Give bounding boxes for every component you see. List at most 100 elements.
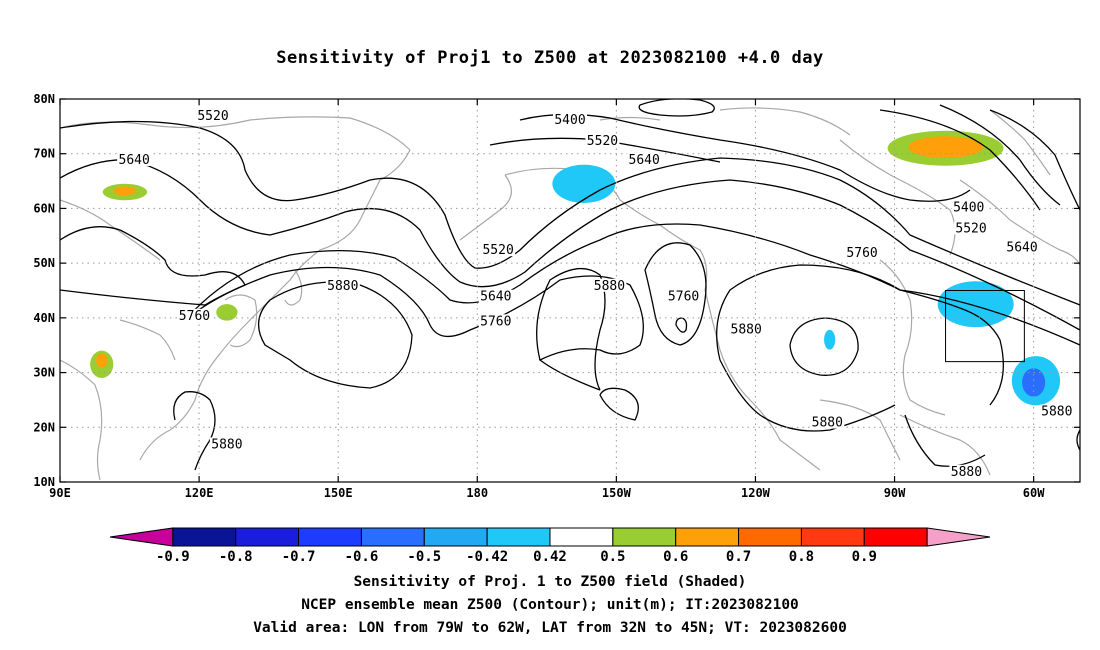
contour-label: 5880 bbox=[731, 323, 762, 338]
contour-5760-main bbox=[60, 223, 1080, 346]
contour-label: 5640 bbox=[1006, 240, 1037, 255]
contour-5880-gulf bbox=[719, 359, 896, 432]
contour-high-arctic-loop bbox=[638, 99, 715, 117]
contour-label: 5520 bbox=[955, 221, 986, 236]
positive-core-arctic-canada bbox=[908, 136, 983, 159]
contour-label: 5520 bbox=[587, 134, 618, 149]
contour-label: 5880 bbox=[327, 279, 358, 294]
colorbar-end-high bbox=[926, 527, 991, 547]
x-tick-label: 60W bbox=[1023, 486, 1045, 500]
contour-5760-pacific-trough bbox=[644, 242, 707, 346]
contour-label-bg bbox=[1039, 404, 1074, 418]
contour-label-bg bbox=[209, 437, 244, 451]
map-frame bbox=[59, 98, 1081, 483]
colorbar-swatch bbox=[675, 527, 740, 547]
colorbar-label: 0.5 bbox=[600, 549, 625, 565]
contour-label-bg bbox=[117, 152, 152, 166]
contour-label: 5880 bbox=[951, 465, 982, 480]
negative-area-great-lakes bbox=[937, 281, 1014, 328]
x-tick-label: 120E bbox=[185, 486, 214, 500]
colorbar-label: 0.9 bbox=[852, 549, 877, 565]
contour-labels: 5520 5640 5400 5520 5640 5520 5880 5760 5640 5760… bbox=[117, 109, 1074, 480]
contour-label-bg bbox=[585, 133, 620, 147]
y-tick-label: 50N bbox=[33, 256, 55, 270]
negative-area-alaska bbox=[552, 164, 616, 203]
y-tick-label: 40N bbox=[33, 311, 55, 325]
contour-label-bg bbox=[951, 200, 986, 214]
positive-area-korea bbox=[216, 304, 238, 321]
contour-label: 5760 bbox=[668, 290, 699, 305]
contour-label-bg bbox=[196, 109, 230, 123]
contour-label-bg bbox=[666, 289, 701, 303]
caption-line-1: Sensitivity of Proj. 1 to Z500 field (Sh… bbox=[353, 574, 747, 590]
negative-core-atlantic bbox=[1022, 368, 1046, 397]
contour-label: 5640 bbox=[629, 153, 660, 168]
y-tick-label: 30N bbox=[33, 366, 55, 380]
contour-east-arctic bbox=[989, 109, 1080, 211]
colorbar-swatch bbox=[172, 527, 237, 547]
contour-east-arctic-3 bbox=[879, 109, 1041, 211]
contour-label-bg bbox=[949, 464, 984, 478]
colorbar-label: -0.9 bbox=[156, 549, 190, 565]
x-tick-label: 150E bbox=[324, 486, 353, 500]
contour-label: 5760 bbox=[179, 309, 210, 324]
contour-label-bg bbox=[177, 308, 212, 322]
contour-label: 5760 bbox=[846, 246, 877, 261]
contour-label-bg bbox=[592, 278, 627, 292]
contour-label: 5760 bbox=[480, 314, 511, 329]
contour-5880-south-china bbox=[173, 391, 216, 471]
colorbar-label: -0.42 bbox=[466, 549, 508, 565]
map-title: Sensitivity of Proj1 to Z500 at 20230821… bbox=[276, 48, 824, 68]
colorbar-swatch bbox=[738, 527, 802, 547]
y-tick-label: 60N bbox=[33, 201, 55, 215]
contour-label: 5880 bbox=[1041, 405, 1072, 420]
contour-5520-west bbox=[60, 120, 1080, 306]
colorbar-swatch bbox=[863, 527, 928, 547]
contour-label-bg bbox=[1005, 240, 1040, 254]
contour-label: 5400 bbox=[953, 201, 984, 216]
x-tick-label: 90E bbox=[49, 486, 71, 500]
contour-5880-south-atlantic bbox=[904, 414, 986, 467]
caption-line-2: NCEP ensemble mean Z500 (Contour); unit(… bbox=[301, 597, 799, 613]
colorbar-swatch bbox=[800, 527, 865, 547]
x-tick-label: 180 bbox=[466, 486, 488, 500]
colorbar-label: -0.5 bbox=[407, 549, 441, 565]
contour-label: 5880 bbox=[594, 279, 625, 294]
contour-label: 5640 bbox=[119, 153, 150, 168]
contour-label-bg bbox=[481, 243, 516, 257]
colorbar: -0.9 -0.8 -0.7 -0.6 -0.5 -0.42 0.42 0.5 0.6 0.7 0.… bbox=[109, 527, 991, 565]
contour-5880-central-pacific bbox=[536, 268, 606, 391]
colorbar-swatch bbox=[423, 527, 488, 547]
y-tick-label: 70N bbox=[33, 147, 55, 161]
contour-label-bg bbox=[954, 221, 989, 235]
contour-5760-small-loop bbox=[675, 317, 688, 333]
colorbar-label: 0.42 bbox=[533, 549, 567, 565]
contour-label: 5520 bbox=[482, 243, 513, 258]
colorbar-label: -0.8 bbox=[219, 549, 253, 565]
colorbar-swatch bbox=[486, 527, 551, 547]
colorbar-label: -0.6 bbox=[345, 549, 379, 565]
contour-1085-edge bbox=[1076, 429, 1080, 451]
contour-5400-arctic bbox=[519, 113, 971, 202]
y-tick-label: 10N bbox=[33, 475, 55, 489]
contour-east-arctic-2 bbox=[939, 104, 1061, 206]
valid-area-box bbox=[945, 290, 1025, 363]
positive-core-south-china bbox=[96, 353, 108, 368]
contour-label: 5640 bbox=[480, 290, 511, 305]
y-tick-label: 20N bbox=[33, 420, 55, 434]
axis-labels: 90E 120E 150E 180 150W 120W 90W 60W 10N 20N 30N 40N… bbox=[33, 92, 1045, 500]
colorbar-swatch bbox=[235, 527, 300, 547]
contour-label-bg bbox=[627, 152, 662, 166]
contour-label-bg bbox=[478, 289, 513, 303]
colorbar-label: 0.7 bbox=[726, 549, 751, 565]
contour-label-bg bbox=[845, 245, 880, 259]
negative-area-pacific bbox=[824, 329, 836, 350]
contour-5640-west bbox=[60, 159, 1080, 331]
colorbar-end-low bbox=[109, 527, 174, 547]
x-tick-label: 120W bbox=[741, 486, 771, 500]
axis-ticks bbox=[59, 98, 1080, 483]
sensitivity-shading bbox=[90, 130, 1061, 406]
contour-label: 5880 bbox=[211, 437, 242, 452]
contour-label-bg bbox=[810, 415, 845, 429]
